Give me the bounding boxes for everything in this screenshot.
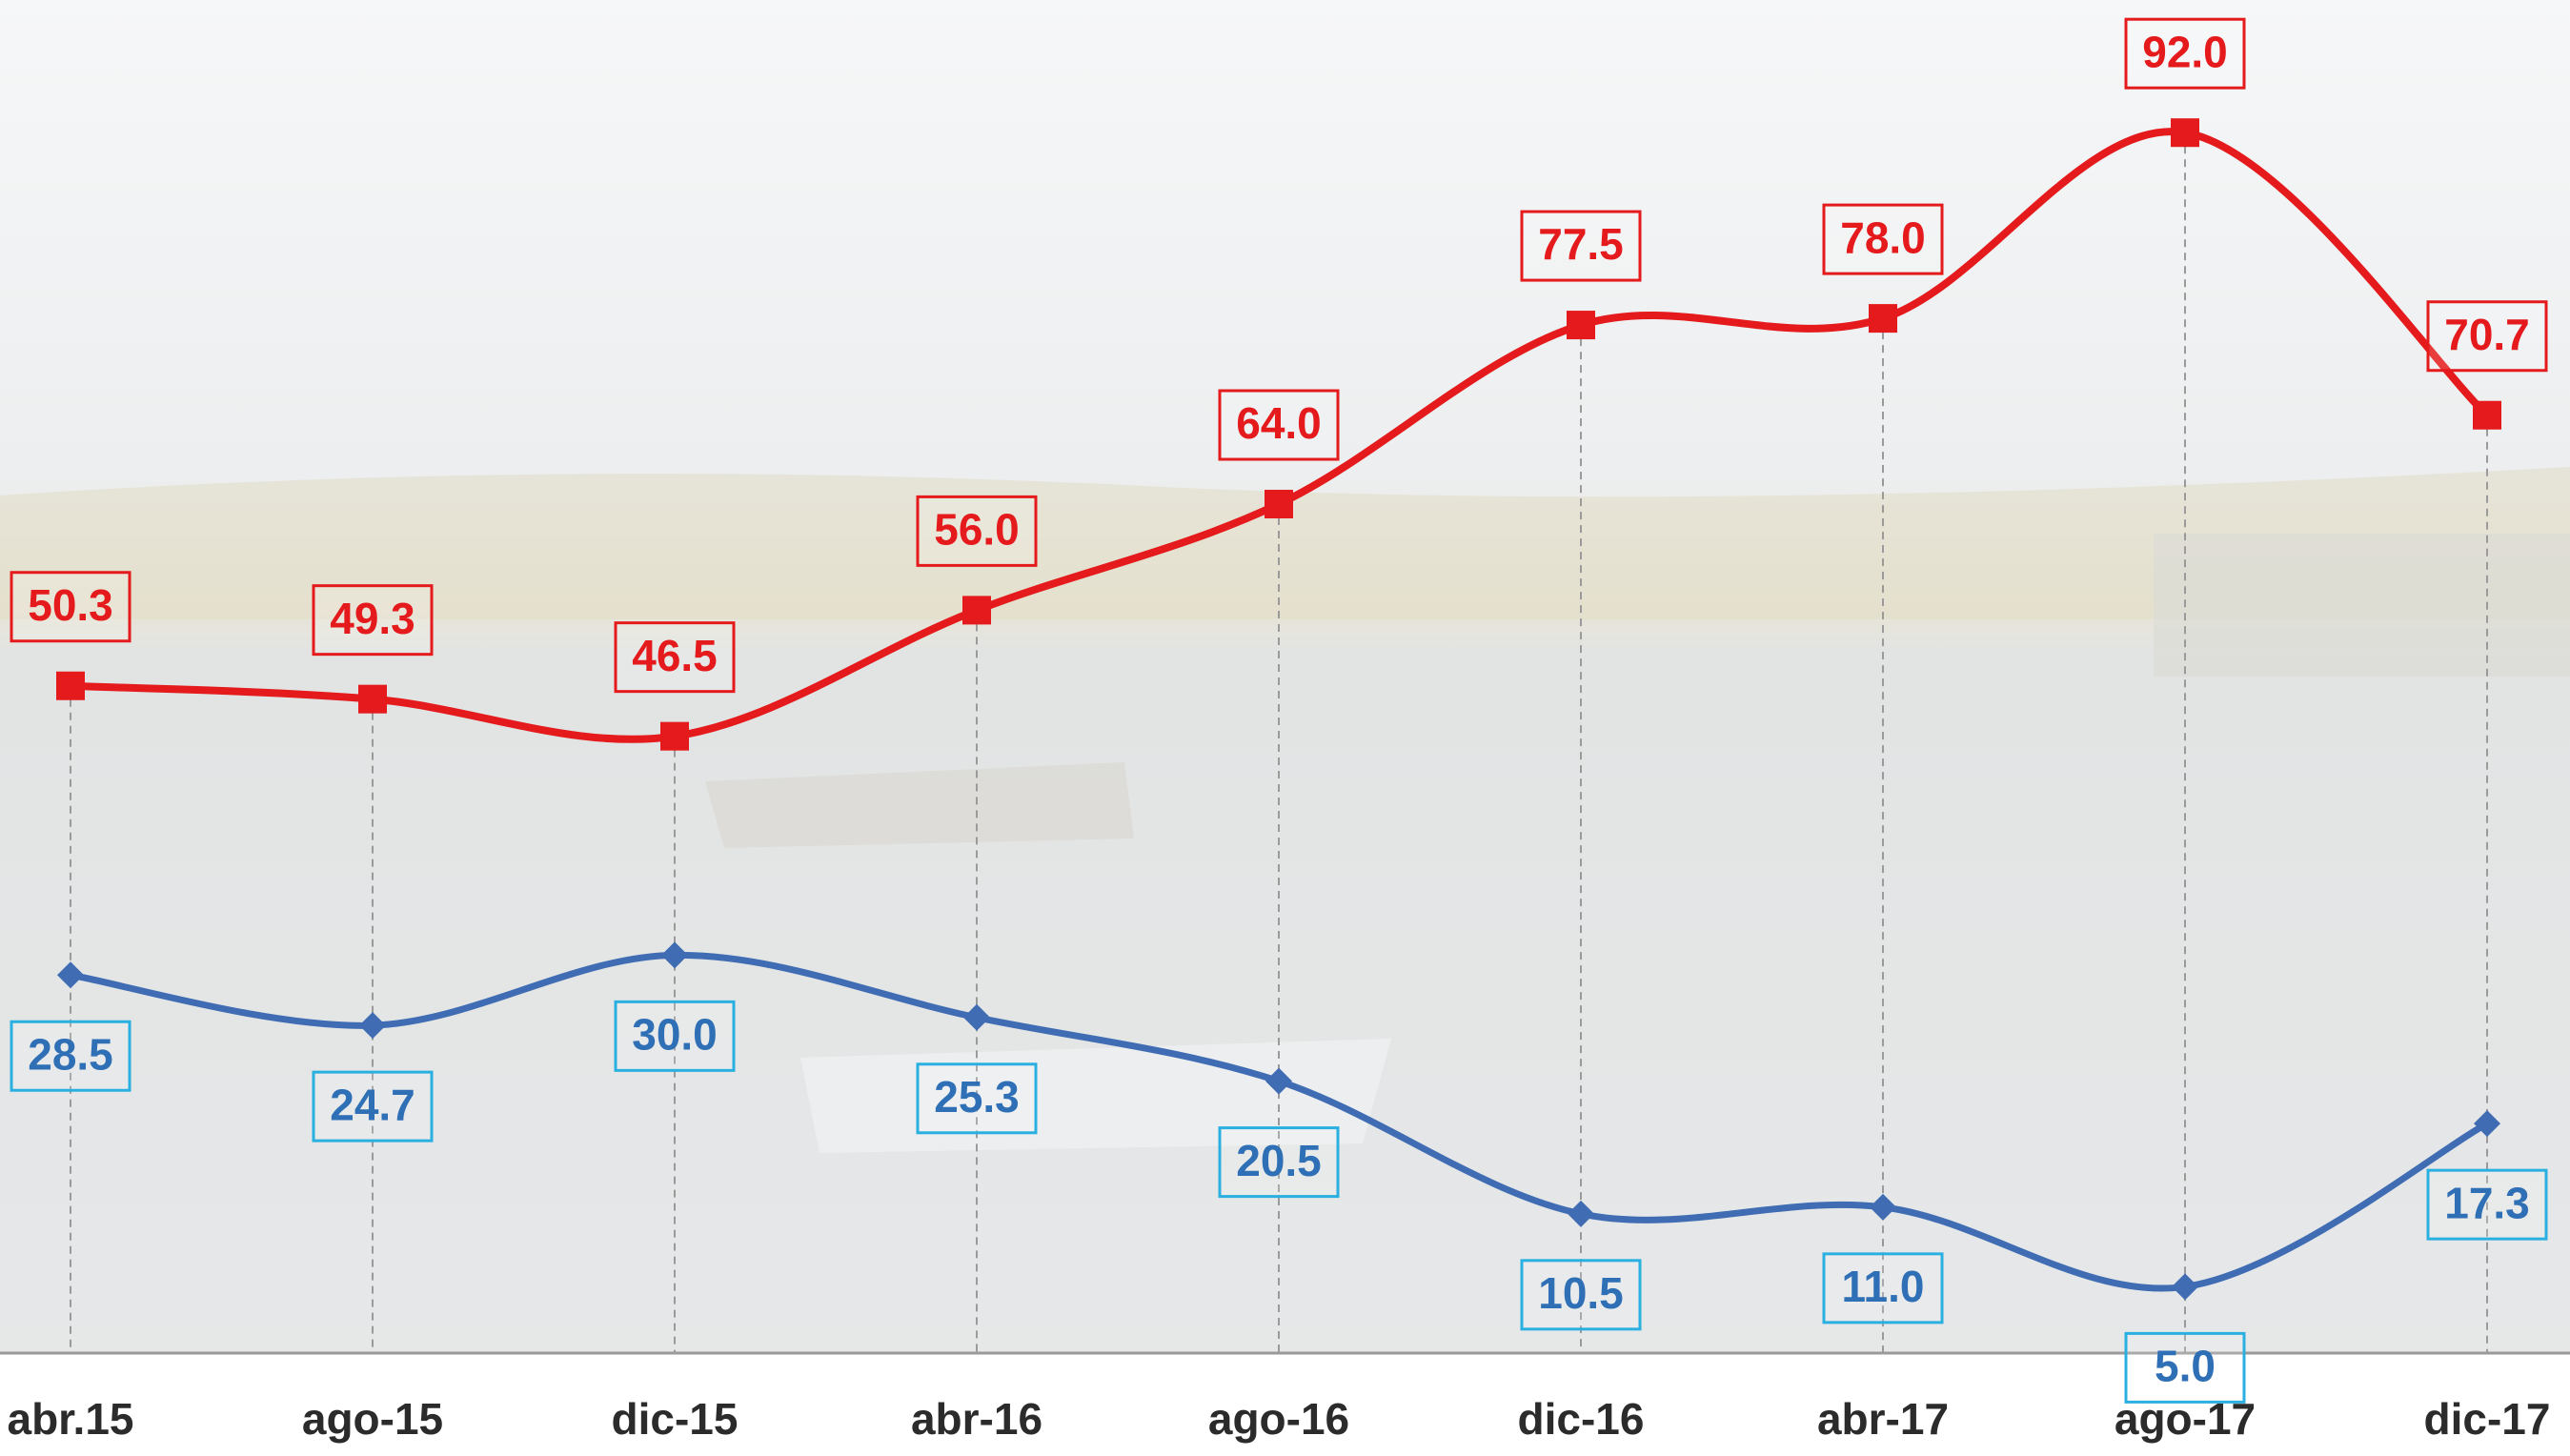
x-tick-label: abr-16 <box>911 1394 1042 1444</box>
marker <box>2172 1273 2198 1301</box>
data-label: 46.5 <box>632 631 718 680</box>
data-label: 24.7 <box>330 1080 415 1129</box>
data-label: 17.3 <box>2444 1178 2530 1227</box>
marker <box>2473 400 2501 430</box>
data-label: 11.0 <box>1842 1262 1925 1311</box>
marker <box>2171 118 2199 148</box>
data-label: 25.3 <box>934 1072 1020 1122</box>
marker <box>1567 311 1595 340</box>
data-label: 64.0 <box>1236 398 1322 448</box>
data-label: 77.5 <box>1538 219 1624 269</box>
series-line <box>70 128 2490 743</box>
data-label: 10.5 <box>1538 1268 1624 1318</box>
x-tick-label: ago-15 <box>302 1394 443 1444</box>
label-box <box>312 584 434 657</box>
x-tick-label: dic-16 <box>1518 1394 1645 1444</box>
marker <box>660 721 689 751</box>
marker <box>962 596 991 625</box>
marker <box>661 941 688 969</box>
label-box <box>1822 1252 1944 1325</box>
label-box <box>614 621 736 694</box>
marker <box>1568 1200 1594 1227</box>
label-box <box>10 571 132 643</box>
data-label: 5.0 <box>2155 1342 2216 1391</box>
label-box <box>1520 1259 1642 1331</box>
marker <box>1265 490 1293 519</box>
data-label: 50.3 <box>28 580 113 630</box>
building <box>2154 534 2570 677</box>
label-box <box>916 495 1038 567</box>
label-box <box>2426 300 2548 373</box>
label-box <box>312 1070 434 1143</box>
data-label: 20.5 <box>1236 1136 1322 1185</box>
marker <box>57 961 84 989</box>
data-label: 49.3 <box>330 594 415 643</box>
marker <box>1869 304 1897 334</box>
data-label: 30.0 <box>632 1010 718 1060</box>
label-box <box>614 1000 736 1072</box>
x-tick-label: abr-17 <box>1817 1394 1949 1444</box>
label-box <box>2426 1168 2548 1241</box>
x-tick-label: ago-16 <box>1208 1394 1349 1444</box>
marker <box>56 671 85 700</box>
marker <box>358 684 387 714</box>
boat <box>705 762 1134 848</box>
label-band <box>0 1353 2570 1456</box>
label-box <box>916 1062 1038 1135</box>
x-tick-label: abr.15 <box>8 1394 134 1444</box>
marker <box>359 1012 386 1040</box>
label-box <box>1218 1126 1340 1199</box>
label-box <box>10 1020 132 1092</box>
x-tick-label: dic-15 <box>612 1394 739 1444</box>
marker <box>1265 1067 1292 1095</box>
data-label: 28.5 <box>28 1029 113 1079</box>
label-box <box>1218 389 1340 461</box>
label-box <box>2124 17 2246 90</box>
data-label: 70.7 <box>2444 310 2530 359</box>
label-box <box>2124 1331 2246 1404</box>
label-box <box>1520 210 1642 282</box>
data-label: 56.0 <box>934 505 1020 555</box>
data-label: 92.0 <box>2142 27 2228 76</box>
data-label: 78.0 <box>1840 212 1926 262</box>
x-tick-label: dic-17 <box>2424 1394 2551 1444</box>
marker <box>2474 1110 2500 1138</box>
marker <box>963 1003 990 1031</box>
shore <box>0 467 2570 619</box>
label-box <box>1822 203 1944 275</box>
marker <box>1870 1193 1896 1221</box>
